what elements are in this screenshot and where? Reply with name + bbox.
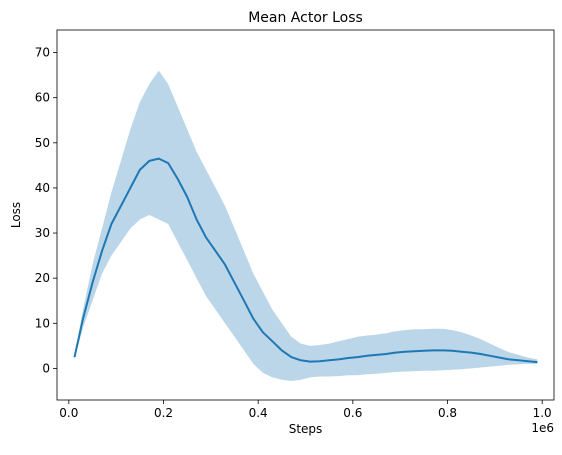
x-axis-ticks: 0.0 0.2 0.4 0.6 0.8 1.0 xyxy=(59,400,552,420)
x-tick-label: 0.4 xyxy=(249,406,268,420)
y-axis-ticks: 0 10 20 30 40 50 60 70 xyxy=(35,46,57,375)
confidence-band-layer xyxy=(74,70,538,381)
y-tick-label: 10 xyxy=(35,316,50,330)
x-tick-label: 0.8 xyxy=(438,406,457,420)
series-confidence-band xyxy=(74,70,538,381)
y-tick-label: 50 xyxy=(35,136,50,150)
x-tick-label: 1.0 xyxy=(533,406,552,420)
mean-line-layer xyxy=(73,157,538,364)
series-mean-line xyxy=(73,157,538,364)
y-tick-label: 60 xyxy=(35,91,50,105)
y-tick-label: 20 xyxy=(35,271,50,285)
plot-frame xyxy=(56,29,555,401)
x-tick-label: 0.2 xyxy=(154,406,173,420)
x-axis-offset-label: 1e6 xyxy=(531,421,554,435)
y-tick-label: 40 xyxy=(35,181,50,195)
chart-title: Mean Actor Loss xyxy=(248,10,363,26)
y-tick-label: 30 xyxy=(35,226,50,240)
y-tick-label: 70 xyxy=(35,46,50,60)
y-tick-label: 0 xyxy=(42,361,50,375)
x-tick-label: 0.6 xyxy=(343,406,362,420)
y-axis-label: Loss xyxy=(9,202,23,228)
x-tick-label: 0.0 xyxy=(59,406,78,420)
x-axis-label: Steps xyxy=(289,422,323,436)
